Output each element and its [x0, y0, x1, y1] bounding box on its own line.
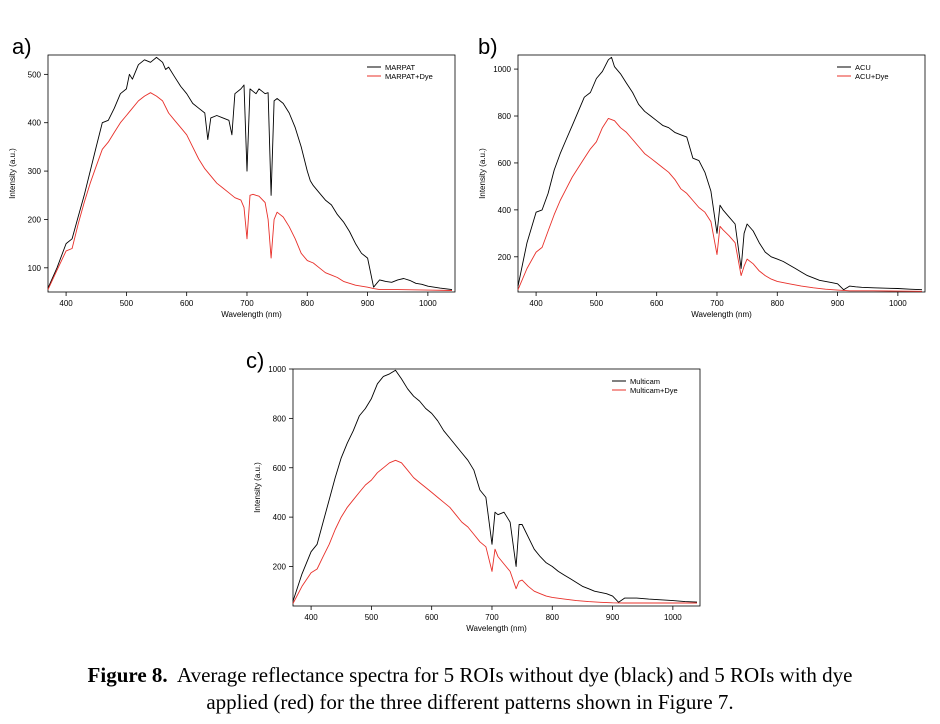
- x-tick-label: 600: [180, 299, 194, 308]
- series-line-multicam: [292, 369, 698, 603]
- plot-frame: [47, 54, 456, 293]
- caption-line-2: applied (red) for the three different pa…: [206, 690, 734, 714]
- y-axis-label: Intensity (a.u.): [253, 462, 262, 513]
- chart-c: 400 500 600 700 800 900 1000 200 400 600 800 1000 Wa…: [253, 365, 701, 633]
- chart-a: 400 500 600 700 800 900 1000 100 200 300 400 500 Wav…: [8, 54, 456, 319]
- x-tick-label: 600: [425, 613, 439, 622]
- y-tick-label: 800: [498, 112, 512, 121]
- y-tick-label: 200: [498, 253, 512, 262]
- x-tick-label: 500: [120, 299, 134, 308]
- x-tick-label: 1000: [419, 299, 437, 308]
- x-tick-label: 800: [546, 613, 560, 622]
- x-tick-label: 400: [529, 299, 543, 308]
- x-tick-label: 400: [304, 613, 318, 622]
- x-tick-label: 700: [240, 299, 254, 308]
- x-tick-label: 700: [710, 299, 724, 308]
- y-axis-label: Intensity (a.u.): [8, 148, 17, 199]
- x-axis-label: Wavelength (nm): [691, 310, 752, 319]
- x-tick-label: 600: [650, 299, 664, 308]
- y-tick-label: 300: [28, 167, 42, 176]
- y-tick-label: 400: [28, 119, 42, 128]
- y-tick-label: 100: [28, 264, 42, 273]
- y-tick-label: 200: [28, 215, 42, 224]
- y-tick-label: 400: [273, 513, 287, 522]
- x-tick-label: 1000: [664, 613, 682, 622]
- y-tick-label: 400: [498, 206, 512, 215]
- x-tick-label: 500: [365, 613, 379, 622]
- y-tick-label: 200: [273, 563, 287, 572]
- series-line-marpat: [47, 56, 453, 291]
- series-line-marpat-dye: [47, 92, 453, 291]
- x-tick-label: 900: [831, 299, 845, 308]
- chart-b: 400 500 600 700 800 900 1000 200 400 600 800 1000 Wa…: [478, 54, 926, 319]
- y-axis-label: Intensity (a.u.): [478, 148, 487, 199]
- series-line-acu: [517, 56, 923, 291]
- x-tick-label: 900: [361, 299, 375, 308]
- x-tick-label: 500: [590, 299, 604, 308]
- series-line-multicam-dye: [292, 459, 697, 604]
- legend-label: ACU+Dye: [855, 72, 889, 81]
- y-tick-label: 600: [273, 464, 287, 473]
- panel-label-b: b): [478, 34, 498, 59]
- x-axis-label: Wavelength (nm): [466, 624, 527, 633]
- y-tick-label: 1000: [268, 365, 286, 374]
- caption-text-1: Average reflectance spectra for 5 ROIs w…: [177, 663, 853, 687]
- legend-label: Multicam: [630, 377, 660, 386]
- x-tick-label: 400: [59, 299, 73, 308]
- panel-label-a: a): [12, 34, 32, 59]
- legend-label: Multicam+Dye: [630, 386, 678, 395]
- y-tick-label: 500: [28, 70, 42, 79]
- y-tick-label: 1000: [493, 65, 511, 74]
- panel-label-c: c): [246, 348, 265, 373]
- caption-line-1: Figure 8. Average reflectance spectra fo…: [0, 662, 940, 689]
- figure-caption: Figure 8. Average reflectance spectra fo…: [0, 662, 940, 716]
- series-line-acu-dye: [517, 117, 923, 292]
- x-tick-label: 800: [301, 299, 315, 308]
- plot-frame: [517, 54, 926, 293]
- legend-label: MARPAT+Dye: [385, 72, 433, 81]
- y-tick-label: 600: [498, 159, 512, 168]
- y-tick-label: 800: [273, 414, 287, 423]
- x-tick-label: 1000: [889, 299, 907, 308]
- x-tick-label: 700: [485, 613, 499, 622]
- x-tick-label: 800: [771, 299, 785, 308]
- x-tick-label: 900: [606, 613, 620, 622]
- x-axis-label: Wavelength (nm): [221, 310, 282, 319]
- figure-label: Figure 8.: [87, 663, 168, 687]
- plot-frame: [292, 368, 701, 607]
- legend-label: ACU: [855, 63, 871, 72]
- legend-label: MARPAT: [385, 63, 416, 72]
